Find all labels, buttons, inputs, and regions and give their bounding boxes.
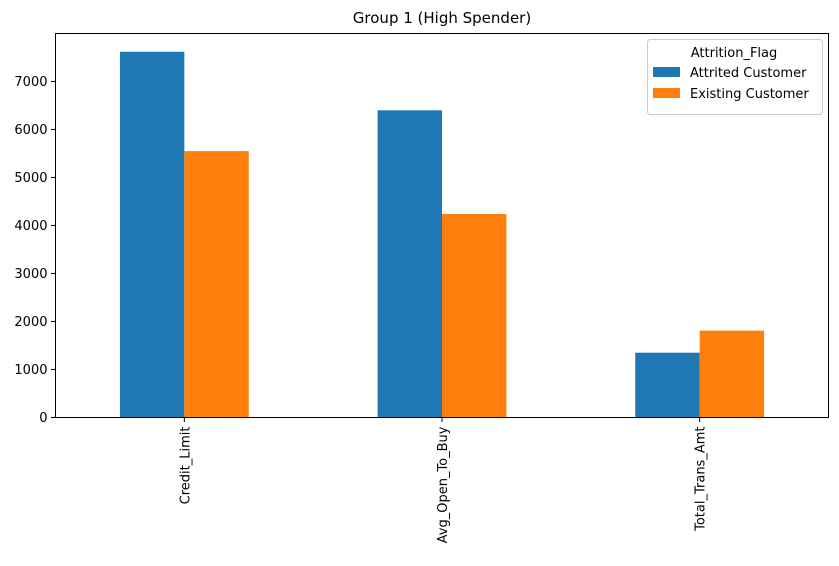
y-tick-label: 1000 xyxy=(14,363,47,378)
bar-existing-customer-credit-limit xyxy=(184,151,249,418)
legend-label-existing: Existing Customer xyxy=(690,87,809,102)
bar-existing-customer-avg-open-to-buy xyxy=(442,213,507,418)
bar-attrited-customer-avg-open-to-buy xyxy=(377,110,442,418)
legend-swatch-attrited xyxy=(653,67,680,77)
x-axis: Credit_Limit Avg_Open_To_Buy Total_Trans_A… xyxy=(178,417,709,543)
legend-label-attrited: Attrited Customer xyxy=(690,66,807,81)
y-tick-label: 4000 xyxy=(14,219,47,234)
x-tick-label: Credit_Limit xyxy=(178,427,193,505)
legend-box xyxy=(647,39,823,115)
y-tick-label: 3000 xyxy=(14,267,47,282)
legend: Attrition_Flag Attrited Customer Existin… xyxy=(647,39,823,115)
legend-swatch-existing xyxy=(653,88,680,98)
plot-frame xyxy=(55,33,829,418)
y-tick-label: 0 xyxy=(39,411,47,426)
bar-attrited-customer-credit-limit xyxy=(119,51,185,418)
y-tick-label: 6000 xyxy=(14,123,47,138)
y-tick-label: 7000 xyxy=(14,75,47,90)
y-tick-label: 5000 xyxy=(14,171,47,186)
bar-existing-customer-total-trans-amt xyxy=(699,330,765,418)
bars-layer xyxy=(119,51,765,418)
x-tick-label: Avg_Open_To_Buy xyxy=(436,426,451,543)
chart-title: Group 1 (High Spender) xyxy=(353,9,531,27)
x-tick-label: Total_Trans_Amt xyxy=(694,427,709,532)
bar-attrited-customer-total-trans-amt xyxy=(635,352,700,418)
legend-title: Attrition_Flag xyxy=(691,46,778,61)
y-tick-label: 2000 xyxy=(14,315,47,330)
y-axis: 0 1000 2000 3000 4000 5000 6000 7000 xyxy=(14,75,56,426)
